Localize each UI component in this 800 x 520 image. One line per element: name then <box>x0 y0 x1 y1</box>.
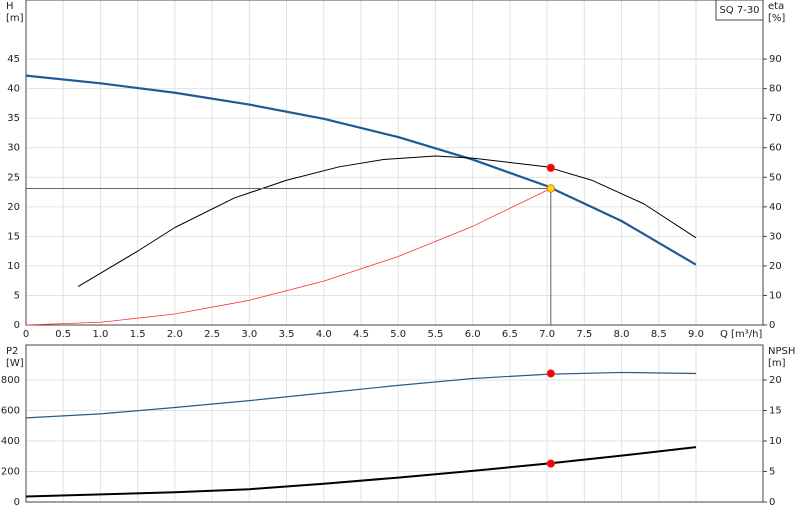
y-tick-label: 600 <box>1 406 20 417</box>
x-axis-label: Q [m³/h] <box>720 329 762 340</box>
y-tick-label: 400 <box>1 436 20 447</box>
y2-tick-label: 10 <box>769 290 782 301</box>
y-tick-label: 15 <box>7 231 20 242</box>
y-tick-label: 800 <box>1 375 20 386</box>
y-axis-label: H <box>6 1 14 12</box>
chart-title: SQ 7-30 <box>719 5 759 16</box>
curve <box>25 188 552 326</box>
x-tick-label: 4.5 <box>353 329 369 340</box>
x-tick-label: 4.0 <box>316 329 332 340</box>
curve <box>77 155 697 288</box>
y-axis-unit: [W] <box>6 358 24 369</box>
x-tick-label: 3.0 <box>241 329 257 340</box>
y2-tick-label: 20 <box>769 261 782 272</box>
y2-axis-label: eta <box>768 1 784 12</box>
y2-tick-label: 10 <box>769 436 782 447</box>
y-axis-label: P2 <box>6 346 18 357</box>
y2-tick-label: 90 <box>769 54 782 65</box>
y-tick-label: 25 <box>7 172 20 183</box>
x-tick-label: 5.0 <box>390 329 406 340</box>
x-tick-label: 2.0 <box>167 329 183 340</box>
y2-tick-label: 70 <box>769 113 782 124</box>
y2-tick-label: 0 <box>769 320 775 331</box>
curve <box>25 371 697 419</box>
x-tick-label: 6.0 <box>465 329 481 340</box>
x-tick-label: 6.5 <box>502 329 518 340</box>
y2-tick-label: 20 <box>769 375 782 386</box>
operating-point <box>546 459 555 468</box>
y2-tick-label: 40 <box>769 202 782 213</box>
y2-tick-label: 15 <box>769 406 782 417</box>
x-tick-label: 1.5 <box>130 329 146 340</box>
curve <box>25 446 697 498</box>
operating-point <box>546 369 555 378</box>
y2-tick-label: 80 <box>769 84 782 95</box>
y2-axis-unit: [m] <box>768 358 786 369</box>
y2-tick-label: 0 <box>769 497 775 508</box>
y2-tick-label: 30 <box>769 231 782 242</box>
x-tick-label: 9.0 <box>688 329 704 340</box>
x-tick-label: 0 <box>23 329 29 340</box>
y-tick-label: 30 <box>7 143 20 154</box>
x-tick-label: 1.0 <box>92 329 108 340</box>
y-tick-label: 10 <box>7 261 20 272</box>
y-tick-label: 45 <box>7 54 20 65</box>
y-tick-label: 0 <box>14 497 20 508</box>
y-tick-label: 200 <box>1 467 20 478</box>
plot-frame <box>25 0 764 326</box>
x-tick-label: 2.5 <box>204 329 220 340</box>
y2-axis-label: NPSH <box>768 346 795 357</box>
operating-point <box>546 184 555 193</box>
y-axis-unit: [m] <box>6 13 24 24</box>
y-tick-label: 5 <box>14 290 20 301</box>
x-tick-label: 0.5 <box>55 329 71 340</box>
y-tick-label: 0 <box>14 320 20 331</box>
title-box <box>715 0 764 21</box>
x-tick-label: 5.5 <box>427 329 443 340</box>
x-tick-label: 3.5 <box>279 329 295 340</box>
y-tick-label: 35 <box>7 113 20 124</box>
x-tick-label: 8.5 <box>651 329 667 340</box>
y-tick-label: 40 <box>7 84 20 95</box>
y2-axis-unit: [%] <box>768 13 785 24</box>
plot-frame <box>25 344 764 503</box>
y2-tick-label: 5 <box>769 467 775 478</box>
y2-tick-label: 50 <box>769 172 782 183</box>
curve <box>25 74 697 266</box>
operating-point <box>546 163 555 172</box>
y2-tick-label: 60 <box>769 143 782 154</box>
x-tick-label: 8.0 <box>614 329 630 340</box>
x-tick-label: 7.5 <box>576 329 592 340</box>
x-tick-label: 7.0 <box>539 329 555 340</box>
y-tick-label: 20 <box>7 202 20 213</box>
